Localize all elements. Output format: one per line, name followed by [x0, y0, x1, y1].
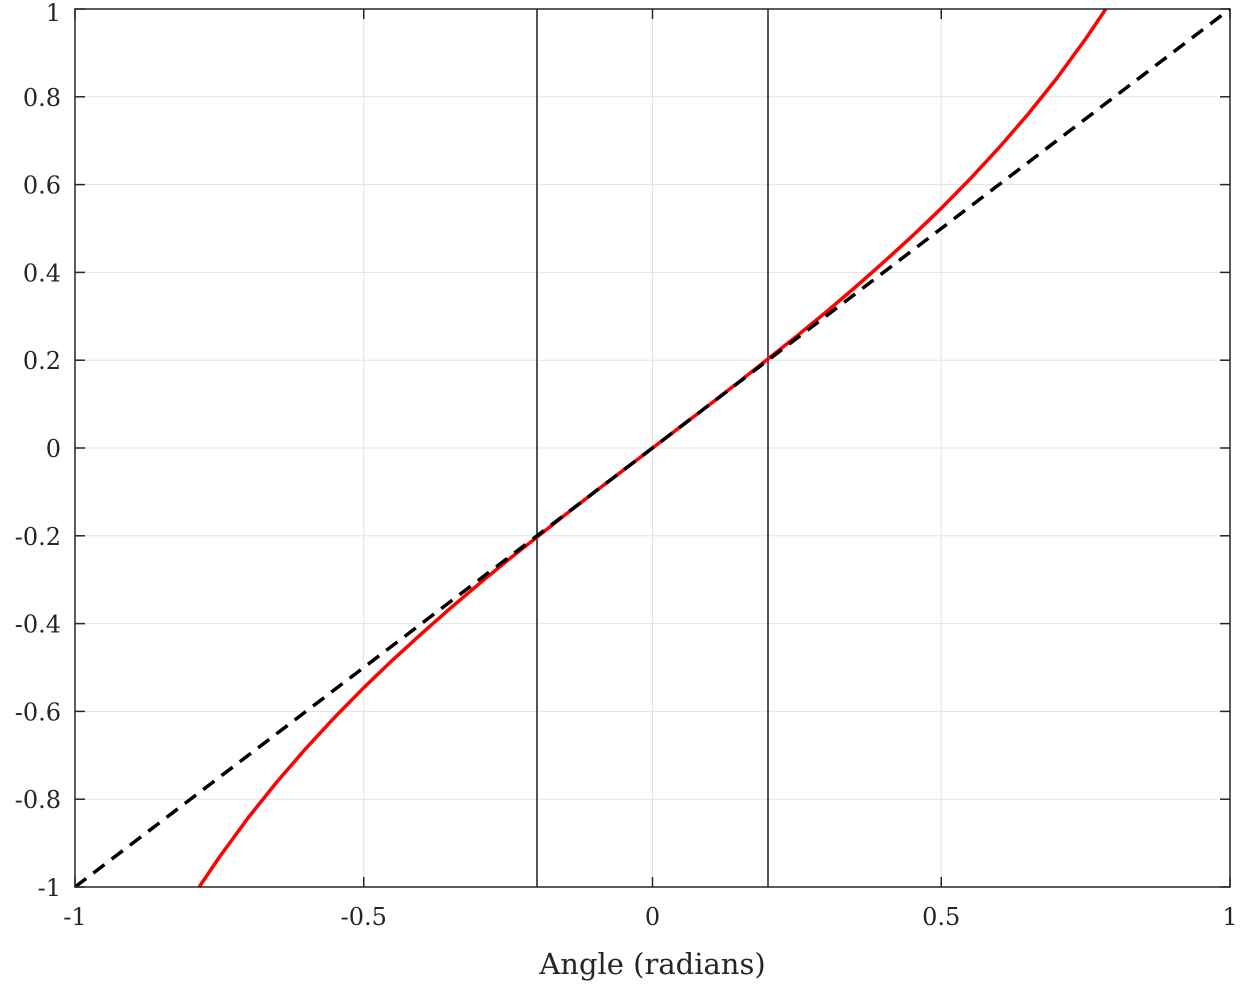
y-tick-label: 0	[46, 435, 61, 463]
y-tick-label: -0.4	[15, 611, 61, 639]
x-tick-label: 0.5	[922, 903, 960, 931]
y-tick-label: -1	[38, 874, 61, 902]
x-tick-label: 1	[1222, 903, 1237, 931]
y-tick-label: -0.2	[15, 523, 61, 551]
tick-labels: -1 -0.5 0 0.5 1 -1 -0.8 -0.6 -0.4 -0.2 0 0.2 0.4 0.6 0…	[15, 0, 1238, 931]
y-tick-label: 1	[46, 0, 61, 27]
reference-lines	[536, 9, 769, 887]
y-tick-label: -0.6	[15, 698, 61, 726]
y-tick-label: 0.8	[23, 84, 61, 112]
y-tick-label: 0.6	[23, 172, 61, 200]
y-tick-label: 0.4	[23, 259, 61, 287]
x-tick-label: 0	[645, 903, 660, 931]
y-tick-label: -0.8	[15, 786, 61, 814]
x-tick-label: -1	[63, 903, 86, 931]
series-group	[73, 7, 1232, 889]
x-tick-label: -0.5	[341, 903, 387, 931]
x-axis-label: Angle (radians)	[538, 947, 765, 981]
series-line-dashed	[73, 7, 1232, 889]
axes	[74, 8, 1231, 888]
y-tick-label: 0.2	[23, 347, 61, 375]
